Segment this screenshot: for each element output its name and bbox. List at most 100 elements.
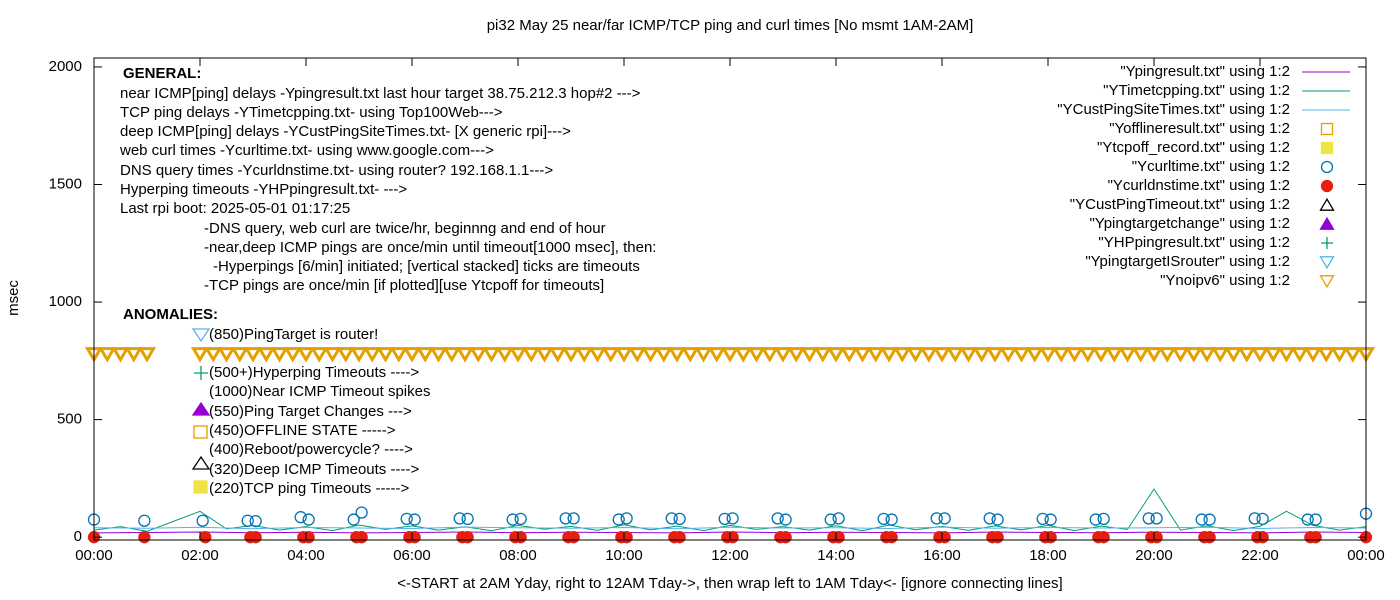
marker [1171,347,1190,363]
icon [193,480,208,494]
annotation: -Hyperpings [6/min] initiated; [vertical… [213,258,640,275]
legend-swatch [1319,216,1335,230]
series-line [93,526,1367,530]
marker [824,513,837,526]
annotation: -TCP pings are once/min [if plotted][use… [204,277,604,294]
marker [124,347,143,363]
marker [773,347,793,363]
marker [1303,347,1323,363]
icon [191,401,211,416]
marker [302,531,315,544]
marker [249,531,262,544]
x-tick-label: 04:00 [287,547,325,564]
marker [522,347,541,363]
marker [455,347,475,363]
marker [779,513,792,526]
marker [1142,512,1155,525]
marker [355,506,368,519]
marker [866,347,885,363]
marker [946,347,965,363]
marker [734,347,753,363]
annotation: (500+)Hyperping Timeouts ----> [209,364,419,381]
marker [310,347,329,363]
marker [1089,513,1102,526]
marker [1309,513,1322,526]
marker [1144,347,1164,363]
marker [840,347,859,363]
marker [461,531,474,544]
marker [376,347,395,363]
marker [514,531,527,544]
annotation: -near,deep ICMP pings are once/min until… [204,239,656,256]
marker [885,513,898,526]
marker [559,512,572,525]
marker [482,347,501,363]
legend-label: "Ytcpoff_record.txt" using 1:2 [1097,139,1290,156]
marker [137,347,157,363]
marker [469,347,488,363]
marker [199,531,212,544]
annotation: Hyperping timeouts -YHPpingresult.txt- -… [120,181,407,198]
marker [243,347,263,363]
marker [249,515,262,528]
y-tick-label: 1000 [49,293,82,310]
chart-title: pi32 May 25 near/far ICMP/TCP ping and c… [487,17,974,34]
legend-swatch [1319,256,1335,270]
marker [1343,347,1362,363]
marker [111,347,130,363]
annotation: near ICMP[ping] delays -Ypingresult.txt … [120,85,641,102]
marker [885,531,898,544]
marker [363,347,382,363]
marker [932,347,952,363]
marker [506,513,519,526]
marker [1203,513,1216,526]
marker [230,347,249,363]
marker [514,512,527,525]
marker [1237,347,1256,363]
marker [283,347,302,363]
marker [1131,347,1150,363]
x-tick-label: 02:00 [181,547,219,564]
marker [400,512,413,525]
marker [1317,347,1336,363]
icon [194,366,208,380]
marker [1150,512,1163,525]
legend-label: "YTimetcpping.txt" using 1:2 [1103,82,1290,99]
marker [938,531,951,544]
marker [402,347,422,363]
legend-swatch [1320,122,1334,136]
marker [508,347,528,363]
marker [832,531,845,544]
marker [204,347,223,363]
marker [296,347,316,363]
legend-label: "YCustPingTimeout.txt" using 1:2 [1070,196,1290,213]
marker [1250,347,1270,363]
marker [1078,347,1097,363]
marker [1211,347,1230,363]
marker [302,513,315,526]
marker [787,347,806,363]
legend-label: "Ycurltime.txt" using 1:2 [1132,158,1290,175]
marker [673,512,686,525]
marker [726,512,739,525]
marker [1301,513,1314,526]
marker [336,347,355,363]
y-tick-label: 500 [57,411,82,428]
legend-swatch [1320,141,1334,155]
marker [1264,347,1283,363]
x-axis-label: <-START at 2AM Yday, right to 12AM Tday-… [397,575,1062,592]
marker [1197,347,1217,363]
marker [718,512,731,525]
marker [641,347,660,363]
x-tick-label: 00:00 [1347,547,1385,564]
marker [1118,347,1137,363]
marker [1097,512,1110,525]
marker [853,347,872,363]
marker [779,531,792,544]
x-tick-label: 00:00 [75,547,113,564]
marker [561,347,581,363]
marker [877,512,890,525]
annotation-icons [191,328,211,494]
marker [673,531,686,544]
